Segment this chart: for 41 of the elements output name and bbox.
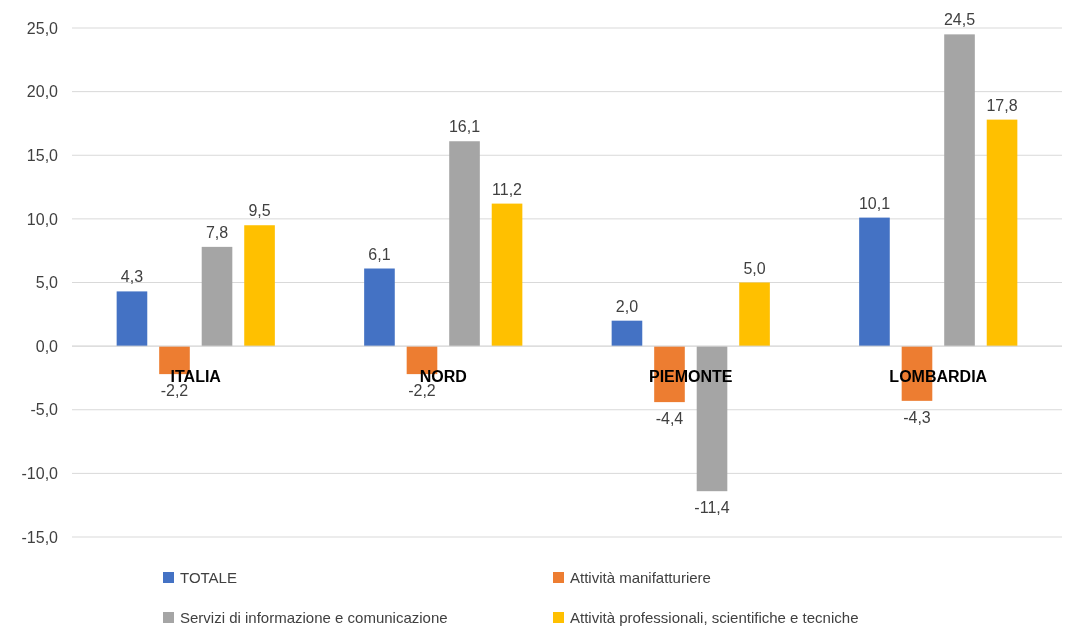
data-label: 16,1 xyxy=(448,118,481,136)
y-tick-label: -5,0 xyxy=(30,401,59,419)
bar xyxy=(201,246,233,347)
bar xyxy=(986,119,1018,347)
data-label: 24,5 xyxy=(943,11,976,29)
bar xyxy=(244,225,275,347)
data-label: 5,0 xyxy=(743,259,766,277)
data-label: 11,2 xyxy=(492,180,523,198)
data-label: 2,0 xyxy=(615,297,639,315)
y-tick-label: 10,0 xyxy=(26,210,59,228)
y-tick-label: -10,0 xyxy=(21,464,59,482)
bar xyxy=(491,203,523,347)
data-label: 4,3 xyxy=(120,268,144,286)
bar xyxy=(739,282,770,347)
data-label: 9,5 xyxy=(248,202,271,220)
x-tick-label: PIEMONTE xyxy=(648,368,733,386)
data-label: 6,1 xyxy=(368,245,391,263)
y-tick-label: 5,0 xyxy=(35,274,59,292)
legend-label: Attività manifatturiere xyxy=(570,569,711,586)
legend-label: Servizi di informazione e comunicazione xyxy=(180,609,448,626)
y-tick-label: 25,0 xyxy=(26,19,59,37)
bar xyxy=(116,291,148,347)
y-tick-label: -15,0 xyxy=(21,528,59,546)
data-label: -11,4 xyxy=(694,499,730,517)
data-label: 17,8 xyxy=(986,96,1018,114)
bar xyxy=(859,217,890,347)
bar xyxy=(611,320,643,347)
data-label: 10,1 xyxy=(858,194,891,212)
data-label: -2,2 xyxy=(408,382,436,400)
data-label: -4,4 xyxy=(655,410,684,428)
data-label: -2,2 xyxy=(160,382,189,400)
y-tick-label: 15,0 xyxy=(26,146,59,164)
y-tick-label: 0,0 xyxy=(35,337,59,355)
legend-label: Attività professionali, scientifiche e tecniche xyxy=(570,609,859,626)
bar xyxy=(449,141,480,347)
data-label: -4,3 xyxy=(903,408,931,426)
data-label: 7,8 xyxy=(205,223,229,241)
legend-label: TOTALE xyxy=(180,569,237,586)
y-tick-label: 20,0 xyxy=(26,83,59,101)
bar xyxy=(364,268,395,347)
bar xyxy=(944,34,975,347)
